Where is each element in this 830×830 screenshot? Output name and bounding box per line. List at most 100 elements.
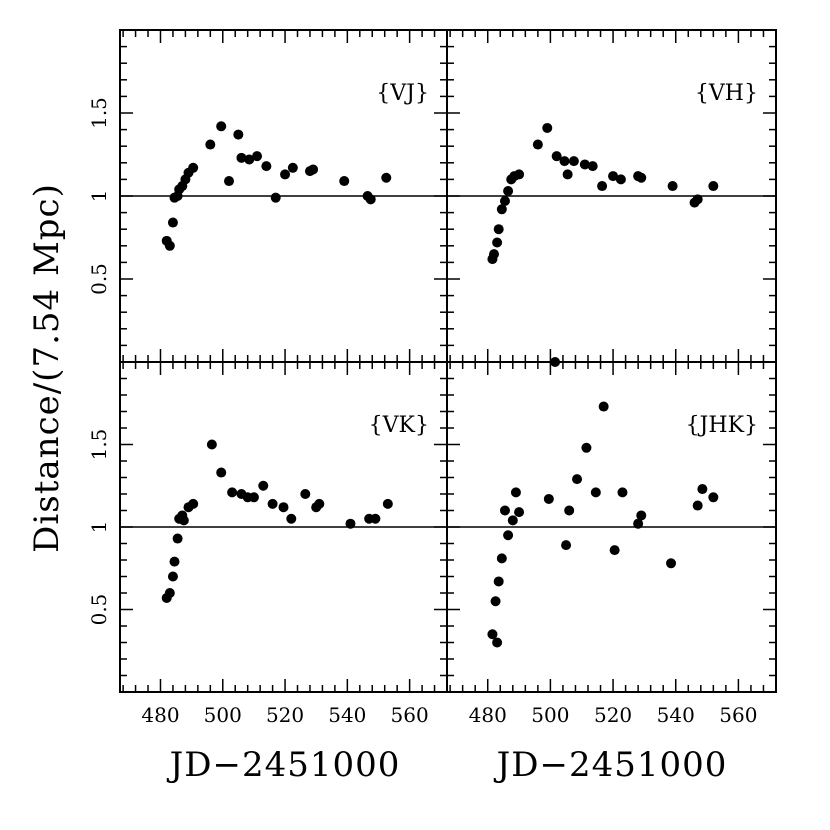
x-tick-label: 480 <box>469 703 507 727</box>
data-point <box>216 121 227 132</box>
data-point <box>617 487 628 498</box>
data-point <box>633 518 644 529</box>
data-point <box>543 493 554 504</box>
data-point <box>287 162 298 173</box>
panel-label-vh: {VH} <box>695 81 758 106</box>
x-tick-label: 540 <box>657 703 695 727</box>
y-tick-label: 0.5 <box>87 594 111 626</box>
data-point <box>532 139 543 150</box>
x-tick-label: 480 <box>141 703 179 727</box>
panel-vk: 480 500 520 540 560 0.5 1 1.5 {VK} <box>87 361 448 727</box>
data-point <box>503 186 514 197</box>
data-point <box>598 401 609 412</box>
x-tick-label: 540 <box>328 703 366 727</box>
x-axis-label-left: JD−2451000 <box>167 745 401 785</box>
data-point <box>493 224 504 235</box>
data-point <box>496 553 507 564</box>
data-point <box>233 129 244 140</box>
y-tick-label: 1.5 <box>87 429 111 461</box>
x-tick-label: 520 <box>594 703 632 727</box>
panel-jhk: 480 500 520 540 560 {JHK} <box>446 357 777 727</box>
data-point <box>188 162 199 173</box>
x-tick-label: 520 <box>266 703 304 727</box>
data-point <box>559 156 570 167</box>
data-point <box>267 498 278 509</box>
data-point <box>507 515 518 526</box>
panel-label-vk: {VK} <box>369 413 429 438</box>
data-point <box>708 181 719 192</box>
panel-label-jhk: {JHK} <box>686 413 758 438</box>
data-point <box>503 530 514 541</box>
data-point <box>666 558 677 569</box>
y-tick-label: 1.5 <box>87 97 111 129</box>
data-point <box>499 505 510 516</box>
data-point <box>370 513 381 524</box>
data-point <box>510 487 521 498</box>
data-point <box>492 237 503 248</box>
x-tick-label: 500 <box>531 703 569 727</box>
data-point <box>178 515 189 526</box>
data-point <box>692 194 703 205</box>
data-point <box>590 487 601 498</box>
panel-label-vj: {VJ} <box>376 81 429 106</box>
data-point <box>300 489 311 499</box>
data-point <box>550 357 561 367</box>
data-point <box>280 169 291 180</box>
data-point <box>708 492 719 503</box>
data-point <box>499 195 510 206</box>
data-point <box>164 588 175 598</box>
data-point <box>561 540 572 551</box>
panel-vj: 0.5 1 1.5 {VJ} <box>87 29 448 363</box>
data-point <box>587 161 598 172</box>
data-point <box>345 518 356 529</box>
data-point <box>514 507 525 518</box>
data-point <box>490 596 501 607</box>
data-point <box>270 192 281 203</box>
data-point <box>236 152 247 163</box>
data-point <box>216 467 227 478</box>
data-point <box>205 139 216 150</box>
x-tick-label: 560 <box>391 703 429 727</box>
data-point <box>597 181 608 192</box>
data-point <box>493 576 504 587</box>
data-point <box>609 545 620 556</box>
data-point <box>286 513 297 524</box>
y-tick-label: 1 <box>87 521 111 534</box>
y-tick-label: 1 <box>87 190 111 203</box>
data-point <box>608 171 619 182</box>
data-point <box>381 172 392 183</box>
data-point <box>496 204 507 215</box>
data-point <box>365 194 376 205</box>
data-point <box>572 474 583 485</box>
x-axis-label-right: JD−2451000 <box>494 745 728 785</box>
data-point <box>339 176 350 187</box>
data-point <box>314 498 325 509</box>
data-point <box>258 480 269 491</box>
data-point <box>278 502 289 513</box>
data-point <box>568 156 579 167</box>
data-point <box>308 164 319 175</box>
data-point <box>244 154 255 165</box>
data-point <box>227 487 238 498</box>
data-point <box>167 571 178 582</box>
x-tick-label: 560 <box>719 703 757 727</box>
data-point <box>615 174 626 185</box>
panels: 0.5 1 1.5 {VJ} {VH} 480 500 520 540 560 0.5 1 1.5 {VK… <box>87 29 777 727</box>
data-point <box>692 500 703 511</box>
data-point <box>489 249 499 260</box>
y-axis-label: Distance/(7.54 Mpc) <box>27 183 67 553</box>
data-point <box>636 510 647 521</box>
data-point <box>564 505 575 516</box>
data-point <box>542 122 553 133</box>
data-point <box>551 151 562 162</box>
data-point <box>261 161 272 172</box>
data-point <box>514 169 525 180</box>
data-point <box>579 159 590 170</box>
data-point <box>487 629 498 640</box>
data-point <box>252 151 263 162</box>
panel-vh: {VH} <box>446 29 777 363</box>
y-tick-label: 0.5 <box>87 263 111 295</box>
data-point <box>206 439 217 450</box>
data-point <box>667 181 678 192</box>
